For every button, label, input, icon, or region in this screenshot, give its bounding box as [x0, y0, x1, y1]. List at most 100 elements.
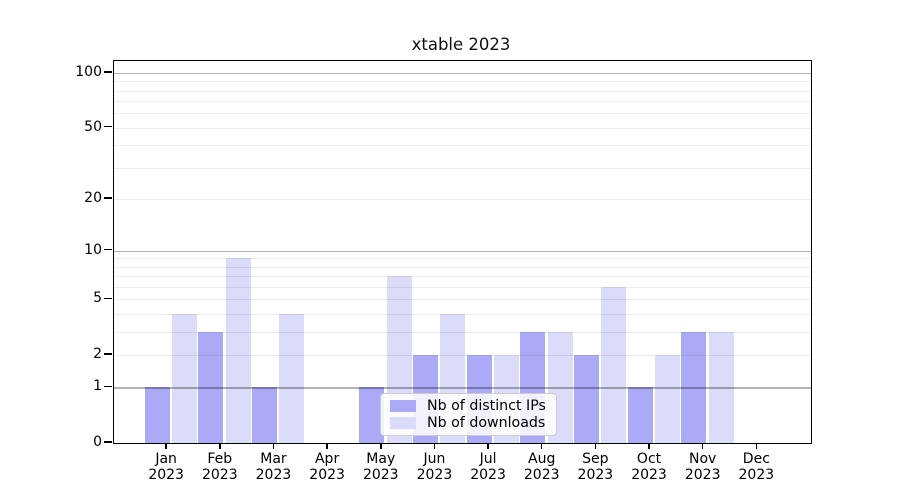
gridline-minor	[113, 90, 811, 92]
x-tick-month-text: Jan	[155, 451, 177, 467]
gridline-minor	[113, 145, 811, 147]
x-axis-tick	[755, 443, 758, 449]
x-tick-month-text: May	[366, 451, 396, 467]
x-tick-year-text: 2023	[684, 466, 721, 483]
x-axis-tick-label-jul: Jul 2023	[456, 451, 520, 483]
y-axis-tick-label: 0	[93, 434, 102, 450]
y-axis-tick	[104, 385, 112, 388]
gridline-major	[113, 250, 811, 252]
y-axis-tick	[104, 248, 112, 251]
bar-downloads-oct	[655, 354, 681, 443]
x-tick-year-text: 2023	[523, 466, 560, 483]
gridline-minor	[113, 266, 811, 268]
gridline-major	[113, 72, 811, 74]
x-axis-tick-label-mar: Mar 2023	[241, 451, 305, 483]
x-axis-tick-label-sep: Sep 2023	[563, 451, 627, 483]
legend-item-downloads: Nb of downloads	[390, 415, 547, 431]
x-tick-year-text: 2023	[362, 466, 399, 483]
bar-distinct-ips-nov	[681, 331, 707, 443]
x-axis-tick-label-apr: Apr 2023	[295, 451, 359, 483]
y-axis-tick	[104, 441, 112, 443]
gridline-minor	[113, 258, 811, 260]
bar-distinct-ips-jan	[144, 387, 170, 443]
y-axis-tick-label: 2	[93, 345, 102, 362]
x-axis-tick-label-feb: Feb 2023	[188, 451, 252, 483]
bar-downloads-sep	[601, 286, 627, 443]
legend-item-distinct-ips: Nb of distinct IPs	[390, 398, 547, 414]
y-axis-tick-label: 5	[93, 290, 102, 307]
gridline-minor	[113, 81, 811, 83]
x-tick-year-text: 2023	[577, 466, 614, 483]
y-axis-tick-label: 20	[84, 189, 102, 206]
x-tick-month-text: Mar	[260, 451, 287, 467]
x-axis-tick	[165, 443, 167, 449]
bar-downloads-jan	[172, 313, 198, 443]
x-tick-year-text: 2023	[148, 466, 184, 483]
bar-distinct-ips-feb	[198, 331, 224, 443]
bar-downloads-nov	[708, 331, 734, 443]
legend-swatch-distinct-ips-icon	[390, 399, 416, 412]
x-axis-tick	[648, 443, 650, 449]
y-axis-tick	[104, 71, 112, 73]
y-axis-tick-label: 50	[84, 118, 102, 135]
gridline-minor	[113, 127, 811, 129]
x-axis-tick	[487, 443, 489, 449]
y-axis-tick-label: 1	[93, 378, 102, 395]
x-axis-tick	[272, 443, 275, 449]
x-tick-year-text: 2023	[416, 466, 453, 483]
x-tick-month-text: Sep	[582, 451, 609, 467]
x-tick-year-text: 2023	[631, 466, 667, 483]
x-tick-month-text: Jul	[479, 451, 497, 467]
x-tick-month-text: Jun	[423, 451, 446, 467]
gridline-minor	[113, 101, 811, 103]
gridline-minor	[113, 198, 811, 200]
y-axis-tick	[104, 125, 112, 128]
plot-area	[112, 60, 812, 444]
x-axis-tick-label-aug: Aug 2023	[510, 451, 574, 483]
x-axis-tick-label-jan: Jan 2023	[134, 451, 198, 483]
x-axis-tick-label-jun: Jun 2023	[402, 451, 466, 483]
x-axis-tick-label-may: May 2023	[349, 451, 413, 483]
y-axis-tick-label: 10	[84, 241, 102, 258]
x-axis-tick	[219, 443, 221, 449]
x-axis-tick	[594, 443, 597, 449]
x-axis-tick	[701, 443, 704, 449]
x-axis-tick-label-oct: Oct 2023	[617, 451, 681, 483]
legend-label-distinct-ips: Nb of distinct IPs	[427, 397, 546, 414]
x-tick-year-text: 2023	[309, 466, 345, 483]
x-tick-month-text: Dec	[742, 451, 770, 467]
bar-distinct-ips-sep	[573, 354, 599, 443]
bar-downloads-feb	[225, 258, 251, 443]
gridline-minor	[113, 113, 811, 115]
x-tick-month-text: Feb	[207, 451, 233, 467]
x-tick-year-text: 2023	[255, 466, 292, 483]
x-tick-month-text: Aug	[528, 451, 556, 467]
x-axis-tick	[380, 443, 382, 449]
x-tick-month-text: Nov	[689, 451, 717, 467]
bar-downloads-mar	[279, 313, 305, 443]
y-axis-tick-label: 100	[75, 63, 102, 80]
x-axis-tick-label-nov: Nov 2023	[671, 451, 735, 483]
bar-distinct-ips-oct	[627, 387, 653, 443]
x-tick-year-text: 2023	[201, 466, 238, 483]
gridline-minor	[113, 286, 811, 288]
gridline-minor	[113, 276, 811, 278]
chart-title: xtable 2023	[411, 35, 511, 54]
x-axis-tick-label-dec: Dec 2023	[724, 451, 788, 483]
gridline-minor	[113, 299, 811, 301]
x-axis-tick	[540, 443, 543, 449]
legend-label-downloads: Nb of downloads	[427, 415, 546, 432]
x-tick-year-text: 2023	[470, 466, 506, 483]
legend: Nb of distinct IPs Nb of downloads	[380, 393, 557, 436]
x-tick-year-text: 2023	[738, 466, 775, 483]
gridline-minor	[113, 167, 811, 169]
y-axis-tick	[104, 353, 112, 355]
x-tick-month-text: Apr	[314, 451, 340, 467]
legend-swatch-downloads-icon	[390, 417, 416, 430]
x-axis-tick	[433, 443, 436, 449]
y-axis-tick	[104, 297, 112, 300]
y-axis-tick	[104, 197, 112, 199]
bar-distinct-ips-mar	[251, 387, 277, 443]
x-tick-month-text: Oct	[636, 451, 662, 467]
